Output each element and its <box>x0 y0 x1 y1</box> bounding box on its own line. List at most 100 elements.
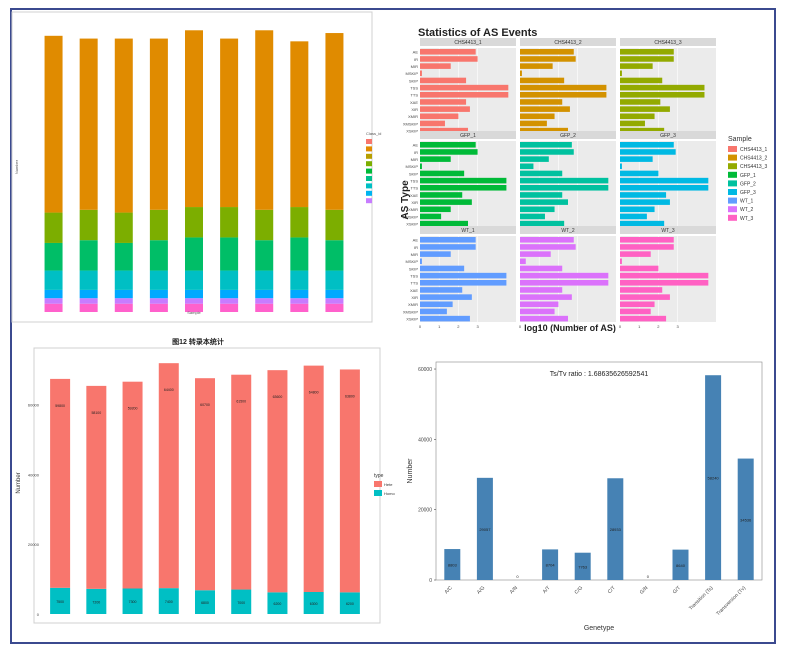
as-bar <box>620 199 670 205</box>
as-bar <box>520 63 553 69</box>
bar-segment <box>185 207 203 238</box>
y-tick-label: 40000 <box>28 472 40 477</box>
y-tick-label: AE <box>413 50 419 55</box>
as-bar <box>420 280 507 286</box>
y-tick-label: 0 <box>37 612 40 617</box>
legend-key <box>728 189 737 195</box>
as-bar <box>620 84 705 91</box>
y-tick-label: MIR <box>411 157 418 162</box>
data-label: 58100 <box>91 411 101 415</box>
x-tick-label: G/N <box>639 585 650 596</box>
as-bar <box>620 287 663 293</box>
facet-label: WT_3 <box>661 228 675 234</box>
bar-segment <box>149 270 168 290</box>
y-tick-label: XMIR <box>408 302 418 307</box>
chart-title: Statistics of AS Events <box>418 27 537 39</box>
x-tick-label: A/G <box>476 585 486 595</box>
legend-label: WT_1 <box>740 199 754 205</box>
as-bar <box>520 149 574 155</box>
y-tick-label: MSKIP <box>406 164 419 169</box>
y-tick-label: XSKIP <box>406 128 418 133</box>
y-tick-label: XSKIP <box>406 221 418 226</box>
bar-segment <box>149 209 168 241</box>
x-tick-label: A/C <box>444 585 454 595</box>
as-bar <box>420 149 478 155</box>
bar-segment <box>114 38 133 213</box>
facet-strip <box>420 38 516 46</box>
data-label: 6200 <box>274 602 282 606</box>
bar-segment <box>220 237 239 271</box>
as-bar <box>620 237 674 243</box>
x-tick-label: 3 <box>476 324 479 329</box>
y-tick-label: 20000 <box>28 542 40 547</box>
x-tick-label: 0 <box>519 324 522 329</box>
as-bar <box>420 49 476 55</box>
as-bar <box>420 56 478 62</box>
as-bar <box>420 99 467 105</box>
bar-segment <box>325 289 344 299</box>
legend-label: WT_3 <box>740 216 754 222</box>
bar-segment <box>44 289 63 299</box>
bar-segment <box>220 298 239 304</box>
as-bar <box>520 301 559 308</box>
bar-segment <box>44 303 63 312</box>
legend-label: GFP_1 <box>740 173 756 179</box>
as-bar <box>520 251 551 257</box>
legend-label: GFP_2 <box>740 181 756 187</box>
bar-segment <box>149 38 168 210</box>
bar-segment <box>50 378 71 588</box>
y-tick-label: XMSKIP <box>403 121 418 126</box>
facet-strip <box>420 226 516 234</box>
bar-segment <box>149 240 168 271</box>
bar-segment <box>325 209 344 241</box>
bar-segment <box>50 587 71 614</box>
as-bar <box>620 156 653 162</box>
as-bar <box>520 265 563 272</box>
as-bar <box>620 301 655 308</box>
facet-strip <box>520 38 616 46</box>
as-bar <box>620 170 659 177</box>
x-tick-label: Transition (Ts) <box>688 585 715 612</box>
facet-strip <box>620 226 716 234</box>
as-bar <box>420 120 445 127</box>
bar-segment <box>158 588 179 614</box>
as-bar <box>620 127 665 134</box>
data-label: 7300 <box>129 600 137 604</box>
as-bar <box>520 185 609 191</box>
y-tick-label: XAE <box>410 288 418 293</box>
y-tick-label: MIR <box>411 252 418 257</box>
genetype-bar <box>705 375 722 580</box>
legend-key <box>374 490 382 496</box>
data-label: 8640 <box>676 563 686 568</box>
bar-segment <box>339 592 360 614</box>
as-bar <box>620 251 651 257</box>
x-tick-label: 1 <box>438 324 441 329</box>
legend-key <box>374 481 382 487</box>
as-bar <box>620 258 622 265</box>
y-tick-label: 40000 <box>418 437 432 443</box>
facet-plot <box>620 48 716 134</box>
facet-label: GFP_3 <box>660 133 676 139</box>
bar-segment <box>325 298 344 304</box>
data-label: 6800 <box>201 601 209 605</box>
x-tick-label: C/G <box>574 585 585 596</box>
x-tick-label: 2 <box>657 324 660 329</box>
bar-segment <box>185 237 203 271</box>
as-bar <box>620 92 705 98</box>
x-axis-label: Genetype <box>584 625 614 632</box>
y-tick-label: 20000 <box>418 508 432 514</box>
as-bar <box>620 192 667 198</box>
as-bar <box>520 308 555 315</box>
bar-segment <box>79 298 98 304</box>
as-bar <box>620 308 651 315</box>
legend-title: type <box>374 473 384 479</box>
facet-plot <box>520 48 616 134</box>
y-tick-label: TSS <box>410 178 418 183</box>
data-label: 7500 <box>56 600 64 604</box>
y-tick-label: TTS <box>410 93 418 98</box>
bar-segment <box>44 242 63 271</box>
bar-segment <box>255 289 274 299</box>
as-bar <box>420 301 453 308</box>
bar-segment <box>303 365 324 592</box>
as-bar <box>420 287 463 293</box>
